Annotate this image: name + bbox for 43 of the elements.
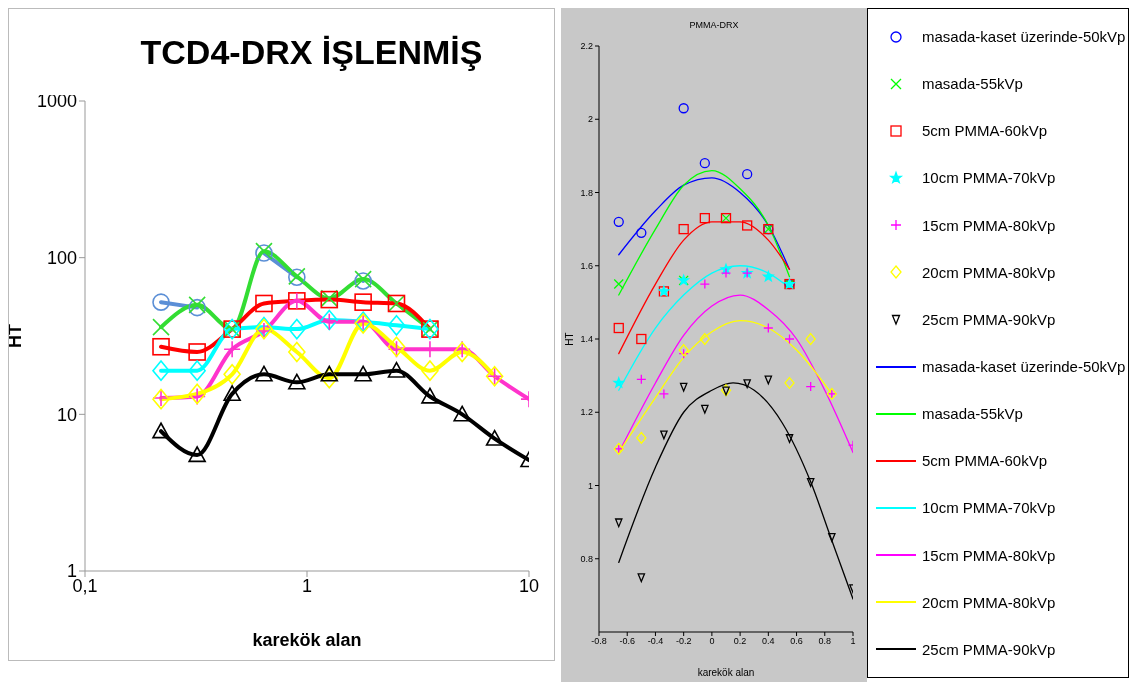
x-tick-label: -0.8 [591,636,607,647]
legend-label: masada-55kVp [922,75,1023,93]
y-tick-label: 1.6 [580,260,593,271]
x-tick-label: 1 [301,575,313,596]
x-tick-label: 0.6 [790,636,803,647]
y-axis-title: HT [563,332,575,346]
legend-label: 25cm PMMA-90kVp [922,640,1056,658]
legend-label: 5cm PMMA-60kVp [922,452,1048,470]
y-tick-label: 0.8 [580,553,593,564]
x-tick-label: 1 [850,636,856,647]
legend-label: masada-kaset üzerinde-50kVp [922,28,1126,46]
y-tick-label: 1.2 [580,407,593,418]
legend-label: 20cm PMMA-80kVp [922,593,1056,611]
y-tick-label: 1.8 [580,187,593,198]
y-tick-label: 1000 [36,91,77,112]
x-tick-label: 0 [709,636,715,647]
x-tick-label: -0.6 [619,636,635,647]
chart-title: TCD4-DRX İŞLENMİŞ [140,32,483,71]
y-tick-label: 1.4 [580,334,593,345]
legend-label: 5cm PMMA-60kVp [922,122,1048,140]
y-axis-title: HT [5,324,26,348]
x-tick-label: 0.4 [762,636,775,647]
legend-label: masada-55kVp [922,405,1023,423]
y-tick-label: 100 [46,248,77,269]
y-tick-label: 1 [587,480,593,491]
x-axis-title: karekök alan [697,667,755,678]
y-tick-label: 10 [56,404,77,425]
legend-label: 15cm PMMA-80kVp [922,216,1056,234]
y-tick-label: 2.2 [580,41,593,52]
x-tick-label: 0.2 [733,636,747,647]
legend-label: 10cm PMMA-70kVp [922,499,1056,517]
legend-label: 20cm PMMA-80kVp [922,263,1056,281]
legend-label: 25cm PMMA-90kVp [922,310,1056,328]
x-tick-label: -0.4 [647,636,664,647]
chart-title: PMMA-DRX [688,19,740,32]
legend-label: 15cm PMMA-80kVp [922,546,1056,564]
legend-label: 10cm PMMA-70kVp [922,169,1056,187]
legend-label: masada-kaset üzerinde-50kVp [922,358,1126,376]
x-tick-label: 0.8 [818,636,832,647]
x-tick-label: -0.2 [675,636,692,647]
x-axis-title: karekök alan [252,630,362,650]
x-tick-label: 10 [518,575,540,596]
y-tick-label: 2 [587,114,593,125]
